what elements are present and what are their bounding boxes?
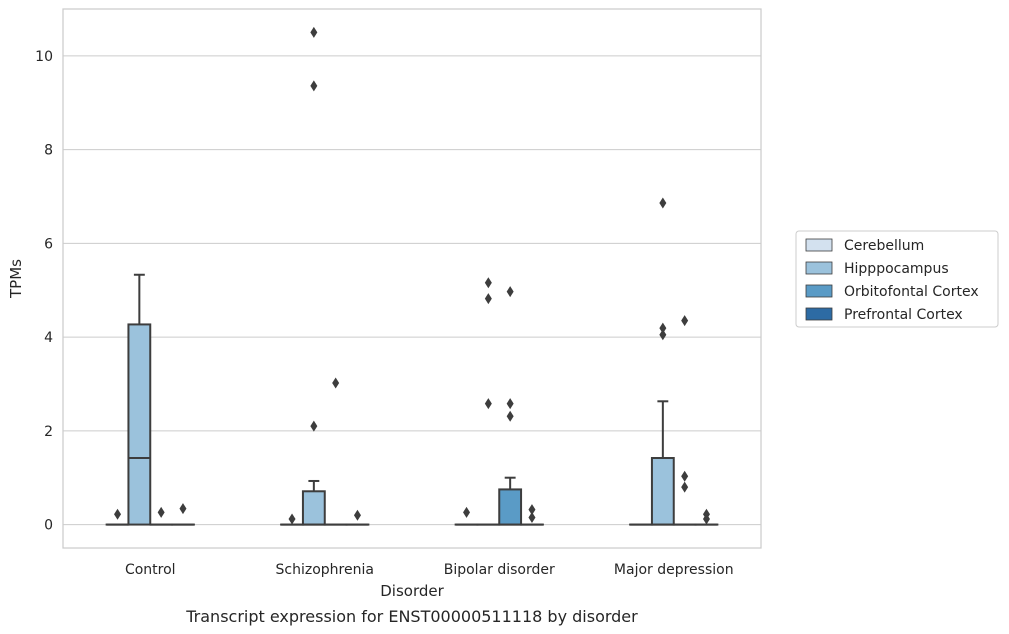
- outlier-point: [484, 398, 492, 410]
- box-prefrontal-cortex: [694, 508, 719, 526]
- outlier-point: [659, 197, 667, 209]
- legend-swatch: [805, 284, 833, 298]
- legend-label: Hipppocampus: [844, 261, 949, 277]
- legend-frame: [795, 230, 999, 328]
- box-hipppocampus: [127, 273, 152, 526]
- outlier-point: [506, 398, 514, 410]
- legend-swatch: [805, 238, 833, 252]
- outlier-point: [463, 506, 471, 518]
- outlier-point: [484, 277, 492, 289]
- y-tick-label: 6: [44, 236, 53, 252]
- x-tick-label: Schizophrenia: [276, 562, 374, 578]
- box: [498, 488, 523, 526]
- y-tick-label: 0: [44, 518, 53, 534]
- box-plots: [105, 26, 719, 526]
- y-tick-label: 8: [44, 143, 53, 159]
- legend-label: Cerebellum: [844, 238, 924, 254]
- box-orbitofontal-cortex: [323, 377, 348, 526]
- y-tick-labels: 0 2 4 6 8 10: [35, 49, 53, 534]
- x-tick-label: Major depression: [614, 562, 734, 578]
- box-prefrontal-cortex: [171, 503, 195, 526]
- outlier-point: [681, 315, 689, 327]
- chart-caption: Transcript expression for ENST0000051111…: [185, 607, 638, 626]
- box-orbitofontal-cortex: [498, 286, 523, 526]
- legend: Cerebellum Hipppocampus Orbitofontal Corte…: [795, 230, 999, 328]
- y-tick-label: 4: [44, 330, 53, 346]
- y-tick-label: 2: [44, 424, 53, 440]
- outlier-point: [659, 329, 667, 341]
- outlier-point: [310, 80, 318, 92]
- x-tick-label: Bipolar disorder: [444, 562, 555, 578]
- y-tick-label: 10: [35, 49, 53, 65]
- y-axis-label: TPMs: [7, 259, 25, 299]
- legend-label: Prefrontal Cortex: [844, 307, 963, 323]
- outlier-point: [681, 481, 689, 493]
- outlier-point: [332, 377, 340, 389]
- outlier-point: [353, 509, 361, 521]
- box-prefrontal-cortex: [520, 504, 544, 526]
- x-tick-labels: Control Schizophrenia Bipolar disorder Majo…: [125, 562, 734, 578]
- box-hipppocampus: [301, 26, 326, 526]
- outlier-point: [506, 286, 514, 298]
- outlier-point: [114, 508, 122, 520]
- outlier-point: [484, 293, 492, 305]
- outlier-point: [179, 503, 187, 515]
- outlier-point: [659, 322, 667, 334]
- outlier-point: [528, 504, 536, 516]
- outlier-point: [702, 508, 710, 520]
- outlier-point: [528, 512, 536, 524]
- outlier-point: [310, 420, 318, 432]
- box: [301, 490, 326, 526]
- box: [127, 323, 152, 526]
- legend-label: Orbitofontal Cortex: [844, 284, 979, 300]
- outlier-point: [310, 26, 318, 38]
- box: [650, 457, 675, 526]
- legend-swatch: [805, 261, 833, 275]
- x-tick-label: Control: [125, 562, 176, 578]
- outlier-point: [681, 470, 689, 482]
- outlier-point: [288, 513, 296, 525]
- box-cerebellum: [105, 508, 130, 526]
- box-prefrontal-cortex: [345, 509, 370, 526]
- outlier-point: [157, 506, 165, 518]
- outlier-point: [506, 410, 514, 422]
- legend-swatch: [805, 307, 833, 321]
- box-hipppocampus: [476, 277, 501, 526]
- plot-area-frame: [62, 8, 762, 549]
- box-hipppocampus: [650, 197, 675, 526]
- x-axis-label: Disorder: [380, 582, 444, 600]
